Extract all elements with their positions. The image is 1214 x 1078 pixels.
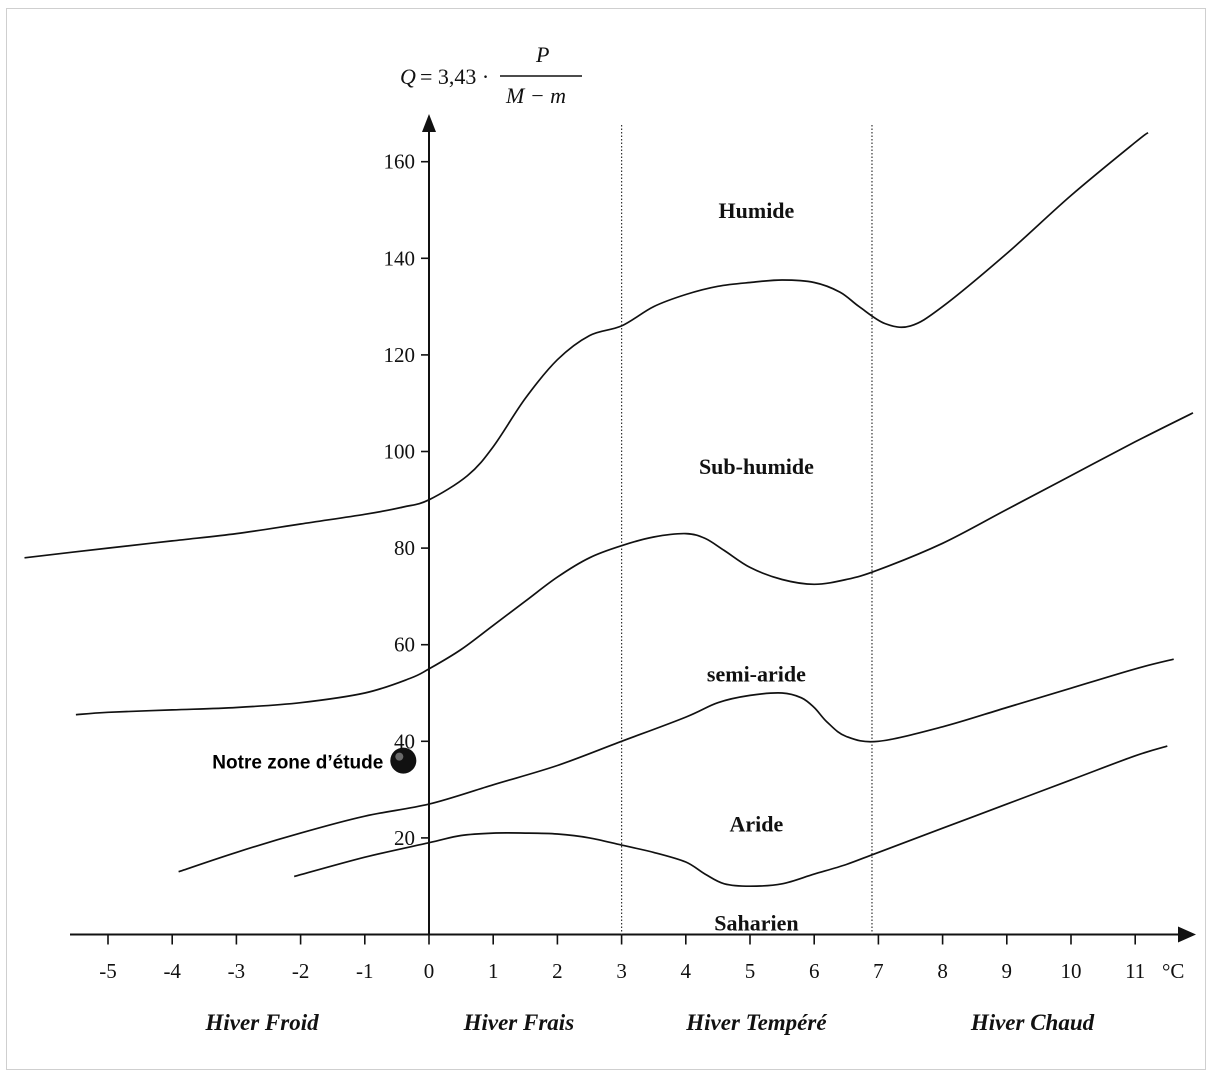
boundary-curve-3	[178, 658, 1174, 873]
x-tick-label: 8	[937, 959, 948, 983]
winter-type-label: Hiver Tempéré	[685, 1010, 827, 1035]
x-tick-label: 5	[745, 959, 756, 983]
x-tick-label: 7	[873, 959, 884, 983]
y-tick-label: 20	[394, 826, 415, 850]
x-tick-label: 2	[552, 959, 563, 983]
y-tick-label: 140	[384, 246, 416, 270]
formula-label: Q = 3,43 · P M − m	[400, 42, 582, 108]
zone-label: Saharien	[714, 910, 798, 935]
x-tick-label: -5	[99, 959, 117, 983]
winter-type-label: Hiver Froid	[205, 1010, 320, 1035]
chart-frame	[6, 8, 1206, 1070]
formula-coefficient: = 3,43 ·	[420, 64, 489, 89]
axes	[70, 114, 1196, 943]
formula-lhs: Q	[400, 64, 416, 89]
y-tick-label: 60	[394, 633, 415, 657]
x-tick-label: 3	[616, 959, 627, 983]
x-tick-label: 10	[1061, 959, 1082, 983]
zone-label: Sub-humide	[699, 454, 814, 479]
x-tick-label: 4	[681, 959, 692, 983]
x-tick-label: 11	[1125, 959, 1145, 983]
boundary-curve-4	[293, 745, 1168, 888]
zone-label: Humide	[719, 198, 795, 223]
x-tick-label: -1	[356, 959, 374, 983]
y-tick-labels: 20 40 60 80 100 120 140 160	[384, 150, 429, 850]
x-tick-label: 0	[424, 959, 435, 983]
x-tick-label: -3	[228, 959, 246, 983]
x-tick-label: -2	[292, 959, 310, 983]
x-tick-label: 1	[488, 959, 499, 983]
study-zone-label: Notre zone d’étude	[212, 753, 383, 774]
y-tick-label: 160	[384, 150, 416, 174]
study-zone-point-highlight	[395, 752, 404, 761]
x-tick-label: -4	[163, 959, 181, 983]
winter-type-label: Hiver Frais	[463, 1010, 575, 1035]
formula-numerator: P	[535, 42, 549, 67]
study-zone-marker: Notre zone d’étude	[212, 747, 417, 774]
zone-label: semi-aride	[707, 662, 806, 687]
y-tick-label: 40	[394, 729, 415, 753]
x-tick-label: 6	[809, 959, 820, 983]
zone-label: Aride	[730, 811, 784, 836]
formula-denominator: M − m	[505, 83, 566, 108]
x-tick-labels: -5 -4 -3 -2 -1 0 1 2 3 4 5 6 7 8 9 10 11	[99, 934, 1145, 983]
x-axis-arrow	[1178, 926, 1196, 943]
boundary-curve-2	[75, 412, 1194, 716]
y-axis-arrow	[422, 114, 436, 132]
curves	[24, 132, 1194, 888]
winter-type-label: Hiver Chaud	[970, 1010, 1095, 1035]
y-tick-label: 120	[384, 343, 416, 367]
study-zone-point	[390, 747, 417, 774]
zone-labels: Humide Sub-humide semi-aride Aride Saharien	[699, 198, 814, 935]
boundary-curve-1	[24, 132, 1149, 559]
y-tick-label: 80	[394, 536, 415, 560]
y-tick-label: 100	[384, 440, 416, 464]
x-tick-label: 9	[1002, 959, 1013, 983]
x-axis-unit: °C	[1162, 959, 1184, 983]
winter-labels: Hiver Froid Hiver Frais Hiver Tempéré Hiver…	[205, 1010, 1095, 1035]
